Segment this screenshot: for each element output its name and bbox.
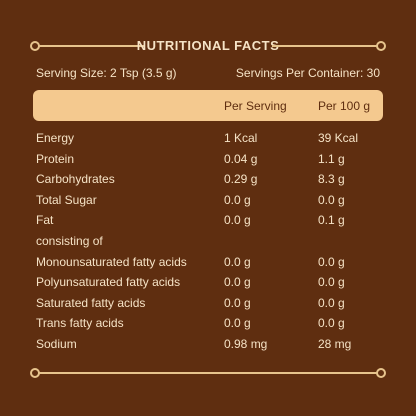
per-100g-value: 0.0 g (318, 254, 345, 269)
title-rule-left (38, 45, 144, 47)
ornament-right-dot (376, 368, 386, 378)
per-100g-value: 0.0 g (318, 295, 345, 310)
nutrient-label: Polyunsaturated fatty acids (36, 275, 181, 290)
nutrient-label: Total Sugar (36, 192, 97, 207)
per-serving-value: 0.98 mg (224, 336, 268, 351)
table-row: Polyunsaturated fatty acids 0.0 g 0.0 g (36, 275, 386, 296)
title-bar: NUTRITIONAL FACTS (30, 36, 386, 56)
nutrient-label: Carbohydrates (36, 172, 115, 187)
table-row: Carbohydrates 0.29 g 8.3 g (36, 172, 386, 193)
per-100g-value: 39 Kcal (318, 131, 359, 145)
serving-info: Serving Size: 2 Tsp (3.5 g) Servings Per… (36, 66, 380, 80)
table-row: Saturated fatty acids 0.0 g 0.0 g (36, 296, 386, 317)
table-row: Energy 1 Kcal 39 Kcal (36, 131, 386, 152)
per-serving-value: 0.04 g (224, 151, 258, 166)
per-100g-value: 1.1 g (318, 151, 345, 166)
nutrient-label: consisting of (36, 233, 103, 248)
table-row: Trans fatty acids 0.0 g 0.0 g (36, 316, 386, 337)
table-row: Monounsaturated fatty acids 0.0 g 0.0 g (36, 255, 386, 276)
per-100g-header: Per 100 g (318, 99, 371, 113)
table-row: Fat 0.0 g 0.1 g (36, 213, 386, 234)
per-100g-value: 8.3 g (318, 172, 345, 187)
per-100g-value: 0.0 g (318, 316, 345, 331)
per-100g-value: 28 mg (318, 336, 352, 351)
table-row: consisting of (36, 234, 386, 255)
nutrient-label: Sodium (36, 336, 77, 351)
per-100g-value: 0.0 g (318, 275, 345, 290)
per-serving-value: 0.0 g (224, 192, 251, 207)
bottom-rule-line (38, 372, 378, 374)
per-100g-value: 0.0 g (318, 192, 345, 207)
nutrient-label: Monounsaturated fatty acids (36, 254, 187, 269)
ornament-right-dot (376, 41, 386, 51)
per-serving-value: 0.29 g (224, 172, 258, 187)
per-serving-value: 0.0 g (224, 316, 251, 331)
per-serving-value: 0.0 g (224, 295, 251, 310)
nutrient-label: Trans fatty acids (36, 316, 124, 331)
per-serving-value: 0.0 g (224, 275, 251, 290)
nutrient-label: Energy (36, 131, 75, 145)
servings-per-container: Servings Per Container: 30 (235, 66, 380, 80)
table-row: Protein 0.04 g 1.1 g (36, 152, 386, 173)
title-rule-right (272, 45, 378, 47)
nutrient-label: Saturated fatty acids (36, 295, 146, 310)
per-100g-value: 0.1 g (318, 213, 345, 228)
per-serving-value: 1 Kcal (224, 131, 258, 145)
page-title: NUTRITIONAL FACTS (136, 38, 280, 53)
per-serving-header: Per Serving (224, 99, 287, 113)
bottom-rule (30, 367, 386, 379)
serving-size: Serving Size: 2 Tsp (3.5 g) (36, 66, 177, 80)
nutrient-label: Fat (36, 213, 54, 228)
per-serving-value: 0.0 g (224, 254, 251, 269)
per-serving-value: 0.0 g (224, 213, 251, 228)
column-header-band: Per Serving Per 100 g (33, 90, 383, 121)
table-row: Sodium 0.98 mg 28 mg (36, 337, 386, 358)
nutrition-table: Energy 1 Kcal 39 Kcal Protein 0.04 g 1.1 g Car… (36, 131, 386, 358)
nutrient-label: Protein (36, 151, 75, 166)
table-row: Total Sugar 0.0 g 0.0 g (36, 193, 386, 214)
